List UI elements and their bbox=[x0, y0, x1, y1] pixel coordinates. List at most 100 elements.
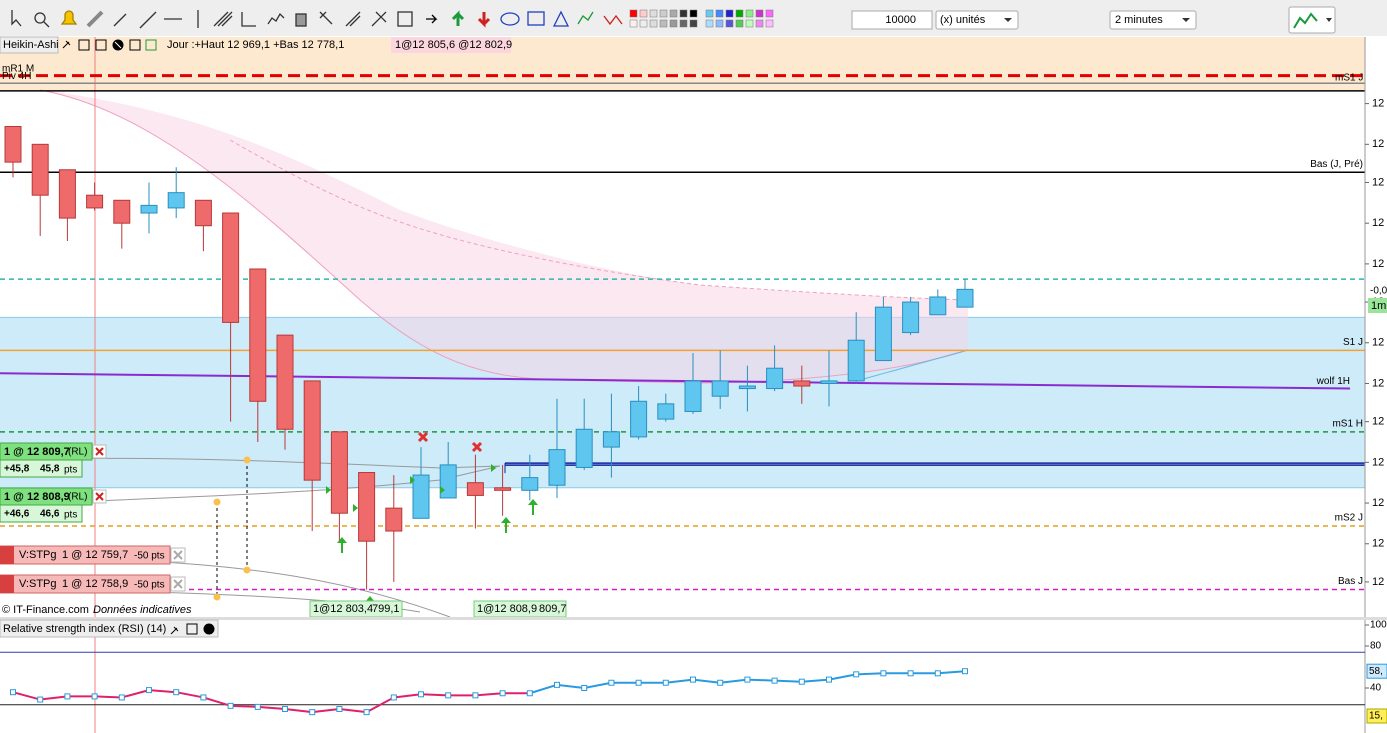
rsi-segment bbox=[420, 693, 449, 697]
wolf-label: wolf 1H bbox=[1316, 376, 1350, 387]
rsi-segment bbox=[937, 670, 966, 675]
rsi-point bbox=[445, 692, 452, 699]
rsi-segment bbox=[12, 691, 41, 701]
candle-body bbox=[31, 143, 49, 196]
quantity-input[interactable] bbox=[851, 10, 933, 30]
candle-body bbox=[548, 449, 566, 486]
stop-dist: -50 pts bbox=[134, 580, 165, 591]
candle-body bbox=[684, 380, 702, 412]
order-box[interactable]: 1 @ 12 809,7 (RL) +45,8 45,8 pts bbox=[0, 442, 107, 478]
level-label: Bas (J, Pré) bbox=[1310, 159, 1363, 170]
chart-type-box[interactable] bbox=[0, 36, 59, 54]
level-label: mR1 M bbox=[2, 63, 34, 74]
wolf-line bbox=[0, 372, 1351, 390]
y-tick-label: 100 bbox=[1370, 620, 1387, 631]
rsi-segment bbox=[312, 708, 340, 714]
rsi-segment bbox=[692, 678, 721, 684]
candle-body bbox=[602, 431, 620, 448]
header-icons[interactable] bbox=[62, 39, 157, 51]
stop-dist: -50 pts bbox=[134, 551, 165, 562]
candle-body bbox=[58, 169, 76, 219]
rsi-point bbox=[64, 693, 71, 700]
y-tick-label: 12 bbox=[1372, 138, 1384, 150]
rsi-tag: 15, bbox=[1369, 711, 1383, 722]
y-tick-label: 12 bbox=[1372, 258, 1384, 270]
order-box[interactable]: 1 @ 12 808,9 (RL) +46,6 46,6 pts bbox=[0, 487, 107, 523]
rsi-point bbox=[907, 670, 914, 677]
dropdown-arrow bbox=[1326, 18, 1332, 22]
upper-band bbox=[0, 37, 1365, 90]
candle-body bbox=[140, 204, 158, 214]
note: Données indicatives bbox=[93, 604, 192, 616]
rsi-point bbox=[37, 696, 44, 703]
rsi-segment bbox=[828, 673, 857, 681]
quantity: 10000 bbox=[885, 14, 916, 26]
candle-body bbox=[303, 380, 321, 481]
stop-kind: V:STPg bbox=[19, 549, 57, 561]
candle-body bbox=[86, 194, 104, 209]
rsi-segment bbox=[393, 693, 422, 699]
rsi-point bbox=[690, 676, 696, 683]
separator bbox=[0, 617, 1387, 620]
rsi-point bbox=[390, 694, 397, 701]
candle-body bbox=[793, 380, 811, 387]
fill: 799,1 bbox=[372, 603, 400, 615]
candle-body bbox=[902, 301, 920, 334]
candle-body bbox=[113, 199, 131, 224]
rsi-point bbox=[554, 681, 560, 688]
candle-body bbox=[766, 367, 784, 390]
candle-body bbox=[194, 199, 212, 227]
y-tick-label: 12 bbox=[1372, 98, 1384, 110]
rsi-point bbox=[934, 670, 941, 677]
period-select[interactable] bbox=[1109, 10, 1197, 30]
unit-select[interactable] bbox=[935, 10, 1019, 30]
rsi-point bbox=[227, 702, 234, 709]
chart-style-button[interactable] bbox=[1288, 6, 1336, 34]
stop-qty: 1 @ 12 759,7 bbox=[62, 549, 128, 561]
rsi-segment bbox=[230, 704, 258, 708]
chart-style-icon bbox=[1293, 12, 1318, 29]
cloud-lower-line bbox=[39, 89, 969, 384]
rsi-segment bbox=[747, 678, 775, 682]
y-tick-label: 12 bbox=[1372, 576, 1384, 588]
rsi-segment bbox=[556, 683, 585, 689]
stop-qty: 1 @ 12 758,9 bbox=[62, 578, 128, 590]
rsi-segment bbox=[284, 708, 313, 714]
candle-body bbox=[820, 380, 838, 384]
fill: 809,7 bbox=[539, 603, 567, 615]
y-tick-label: 12 bbox=[1372, 217, 1384, 229]
rsi-segment bbox=[94, 695, 122, 699]
color-palette[interactable] bbox=[629, 9, 774, 28]
y-tick-label: 12 bbox=[1372, 377, 1384, 389]
rsi-point bbox=[798, 678, 805, 685]
rsi-point bbox=[717, 679, 724, 686]
candle-body bbox=[630, 400, 648, 438]
fill: 1@12 808,9 bbox=[477, 603, 537, 615]
rsi-point bbox=[10, 689, 16, 696]
rsi-point bbox=[173, 689, 180, 696]
candle-body bbox=[412, 474, 430, 519]
rsi-tag: 58, bbox=[1369, 666, 1383, 677]
stop-box[interactable]: V:STPg 1 @ 12 759,7 -50 pts bbox=[0, 545, 186, 565]
candle-body bbox=[738, 385, 756, 390]
order-tag: (RL) bbox=[68, 492, 87, 503]
stop-box[interactable]: V:STPg 1 @ 12 758,9 -50 pts bbox=[0, 574, 186, 594]
toolbar-icons[interactable] bbox=[11, 10, 623, 29]
axis-tag: mS1 J bbox=[1335, 73, 1363, 84]
y-tick-label: 12 bbox=[1372, 416, 1384, 428]
order-pnl: +46,6 bbox=[4, 509, 30, 520]
rsi-segment bbox=[475, 692, 503, 697]
rsi-segment bbox=[366, 696, 395, 714]
rsi-title-box bbox=[0, 619, 219, 638]
level-label: Piv 4H bbox=[2, 71, 31, 82]
rsi-point bbox=[826, 676, 832, 683]
rsi-tag-box bbox=[1366, 663, 1387, 679]
rsi-segment bbox=[665, 678, 694, 684]
y-tick-label: 12 bbox=[1372, 176, 1384, 188]
rsi-point bbox=[853, 671, 860, 678]
last-trade-box bbox=[391, 37, 511, 53]
rsi-icons[interactable] bbox=[170, 623, 215, 635]
candle-body bbox=[167, 192, 185, 209]
rsi-segment bbox=[176, 691, 204, 699]
